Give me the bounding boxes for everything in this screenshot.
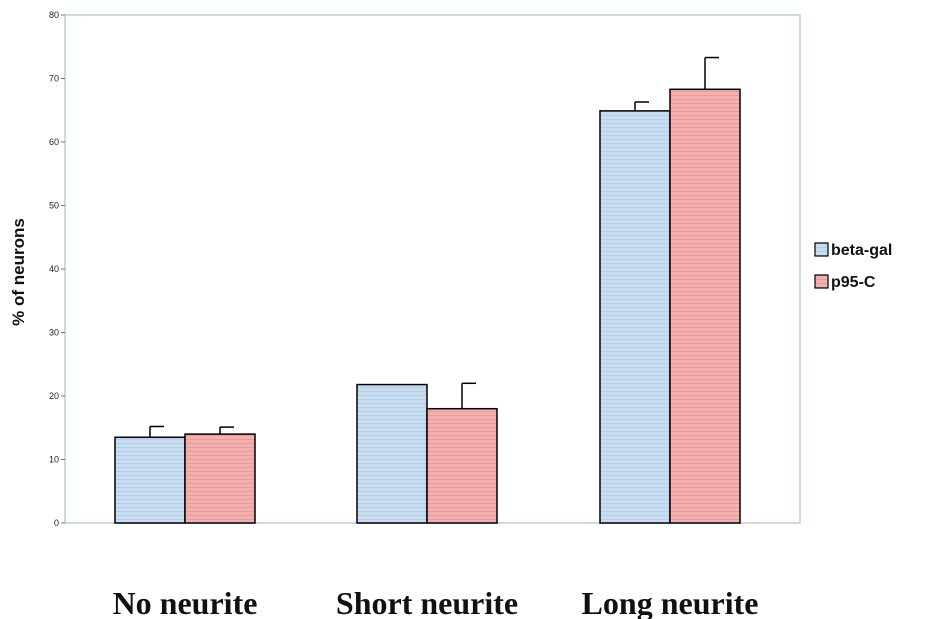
legend-label: beta-gal bbox=[831, 242, 892, 259]
legend-swatch-beta-gal bbox=[814, 242, 829, 257]
category-labels: No neurite Short neurite Long neurite bbox=[113, 585, 759, 619]
category-label: Long neurite bbox=[582, 585, 759, 619]
legend-swatch-p95-C bbox=[814, 274, 829, 289]
bar-p95-C-0 bbox=[184, 433, 256, 524]
y-tick-label: 70 bbox=[49, 74, 59, 84]
y-tick-label: 80 bbox=[49, 10, 59, 20]
y-axis: 0 10 20 30 40 50 60 70 80 bbox=[49, 10, 65, 528]
bar-beta-gal-0 bbox=[114, 436, 186, 524]
bar-beta-gal-1 bbox=[356, 383, 428, 524]
y-tick-label: 0 bbox=[54, 518, 59, 528]
category-label: Short neurite bbox=[336, 585, 518, 619]
y-tick-label: 60 bbox=[49, 137, 59, 147]
y-tick-label: 30 bbox=[49, 328, 59, 338]
y-tick-label: 40 bbox=[49, 264, 59, 274]
category-label: No neurite bbox=[113, 585, 258, 619]
y-axis-label: % of neurons bbox=[9, 218, 28, 326]
legend: beta-gal p95-C bbox=[814, 242, 892, 291]
bar-p95-C-2 bbox=[669, 88, 741, 524]
y-tick-label: 10 bbox=[49, 455, 59, 465]
y-tick-label: 50 bbox=[49, 201, 59, 211]
bars bbox=[114, 56, 741, 524]
bar-p95-C-1 bbox=[426, 407, 498, 524]
y-tick-label: 20 bbox=[49, 391, 59, 401]
bar-beta-gal-2 bbox=[599, 110, 671, 524]
legend-label: p95-C bbox=[831, 274, 876, 291]
